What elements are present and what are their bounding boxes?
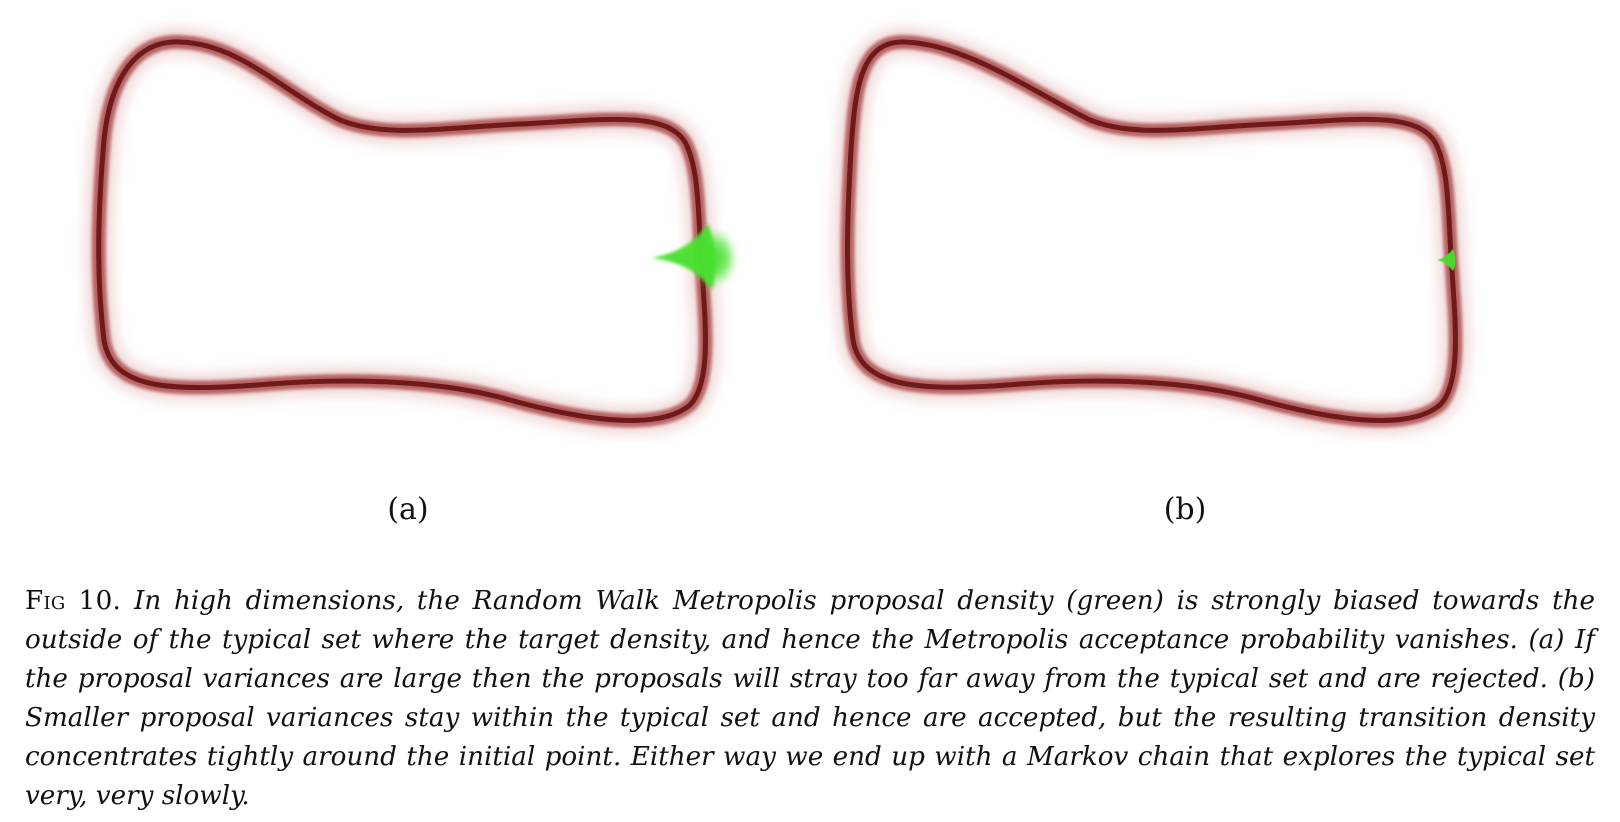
panel-a-label: (a) — [387, 492, 429, 527]
figure-caption: Fig 10. In high dimensions, the Random W… — [25, 582, 1595, 816]
panel-b-label: (b) — [1163, 492, 1207, 527]
proposal-density-b — [1437, 249, 1456, 271]
proposal-density-a — [652, 224, 734, 290]
caption-text: In high dimensions, the Random Walk Metr… — [25, 586, 1595, 811]
caption-figure-number: Fig 10. — [25, 586, 122, 616]
typical-set-contour-b — [832, 27, 1471, 436]
typical-set-contour-a — [83, 27, 721, 436]
panel-a-diagram — [83, 27, 734, 436]
panel-b-diagram — [832, 27, 1471, 436]
